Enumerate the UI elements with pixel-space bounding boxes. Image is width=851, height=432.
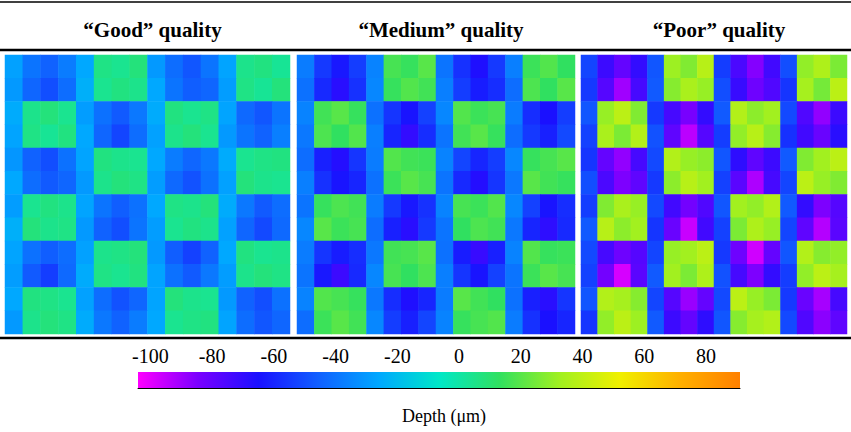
svg-text:-20: -20 xyxy=(384,345,411,367)
svg-text:-80: -80 xyxy=(199,345,226,367)
svg-text:60: 60 xyxy=(634,345,654,367)
svg-text:0: 0 xyxy=(454,345,464,367)
svg-text:40: 40 xyxy=(573,345,593,367)
svg-text:“Good” quality: “Good” quality xyxy=(83,18,222,42)
svg-text:“Poor” quality: “Poor” quality xyxy=(653,18,786,42)
svg-text:-60: -60 xyxy=(260,345,287,367)
svg-text:-100: -100 xyxy=(132,345,169,367)
svg-text:80: 80 xyxy=(696,345,716,367)
svg-text:20: 20 xyxy=(511,345,531,367)
svg-text:Depth (μm): Depth (μm) xyxy=(402,406,486,427)
svg-text:“Medium” quality: “Medium” quality xyxy=(358,18,524,42)
svg-text:-40: -40 xyxy=(322,345,349,367)
